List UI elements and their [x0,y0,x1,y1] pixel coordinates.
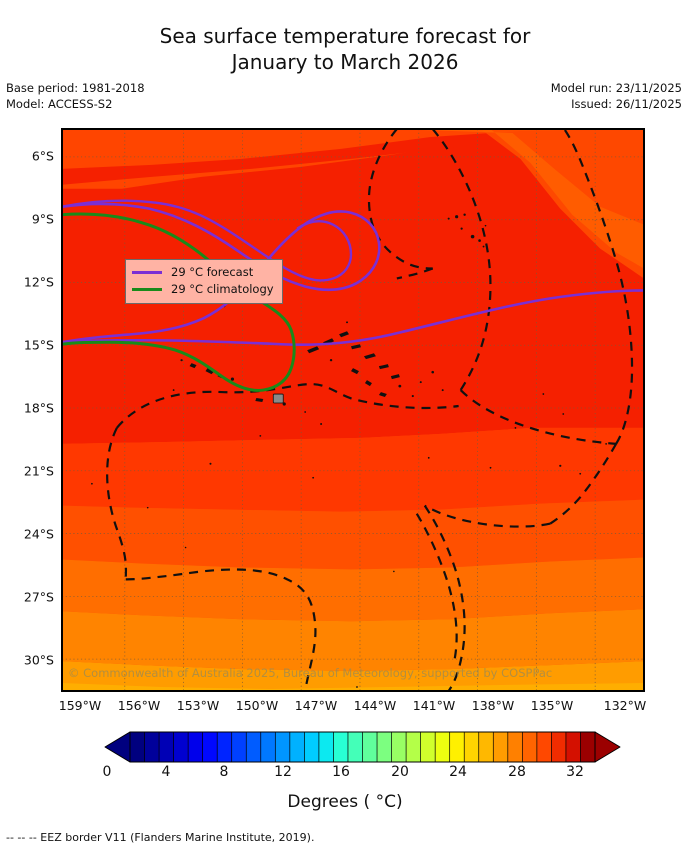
legend-label-climatology: 29 °C climatology [171,282,274,297]
y-tick-6: 24°S [23,526,54,542]
contour-legend: 29 °C forecast 29 °C climatology [125,259,283,304]
y-tick-4: 18°S [23,400,54,416]
cb-tick-7: 28 [508,764,526,780]
cb-tick-3: 12 [274,764,292,780]
eez-footnote: -- -- -- EEZ border V11 (Flanders Marine… [6,831,315,844]
colorbar [60,730,630,764]
cb-tick-2: 8 [219,764,229,780]
legend-item-climatology: 29 °C climatology [132,281,274,298]
cb-tick-1: 4 [161,764,171,780]
legend-label-forecast: 29 °C forecast [171,265,254,280]
base-period-label: Base period: 1981-2018 [6,81,145,95]
x-tick-8: 135°W [530,698,574,713]
x-tick-5: 144°W [353,698,397,713]
cb-tick-8: 32 [566,764,584,780]
sst-map[interactable]: 29 °C forecast 29 °C climatology [61,128,645,692]
y-tick-7: 27°S [23,589,54,605]
page-title-line2: January to March 2026 [231,49,459,74]
x-tick-2: 153°W [176,698,220,713]
page-title-line1: Sea surface temperature forecast for [159,24,531,48]
meta-left: Base period: 1981-2018 Model: ACCESS-S2 [6,80,145,113]
y-tick-2: 12°S [23,274,54,290]
x-tick-1: 156°W [117,698,161,713]
legend-item-forecast: 29 °C forecast [132,264,274,281]
x-tick-6: 141°W [412,698,456,713]
y-tick-8: 30°S [23,652,54,668]
issued-label: Issued: 26/11/2025 [571,97,682,112]
cb-tick-4: 16 [332,764,350,780]
legend-swatch-climatology [132,288,162,291]
model-label: Model: ACCESS-S2 [6,97,113,112]
x-tick-7: 138°W [471,698,515,713]
copyright-watermark: © Commonwealth of Australia 2025, Bureau… [68,666,553,680]
x-tick-0: 159°W [58,698,102,713]
y-tick-1: 9°S [31,211,54,227]
x-tick-3: 150°W [235,698,279,713]
x-tick-4: 147°W [294,698,338,713]
cb-tick-0: 0 [102,764,112,780]
cb-tick-6: 24 [449,764,467,780]
meta-right: Model run: 23/11/2025 Issued: 26/11/2025 [551,80,682,113]
cb-tick-5: 20 [391,764,409,780]
page-title: Sea surface temperature forecast for Jan… [0,24,690,75]
map-canvas [62,129,644,691]
y-tick-3: 15°S [23,337,54,353]
model-run-label: Model run: 23/11/2025 [550,81,682,95]
legend-swatch-forecast [132,271,162,274]
y-tick-5: 21°S [23,463,54,479]
colorbar-axis-label: Degrees ( °C) [287,792,403,812]
x-tick-9: 132°W [603,698,647,713]
y-tick-0: 6°S [31,148,54,164]
